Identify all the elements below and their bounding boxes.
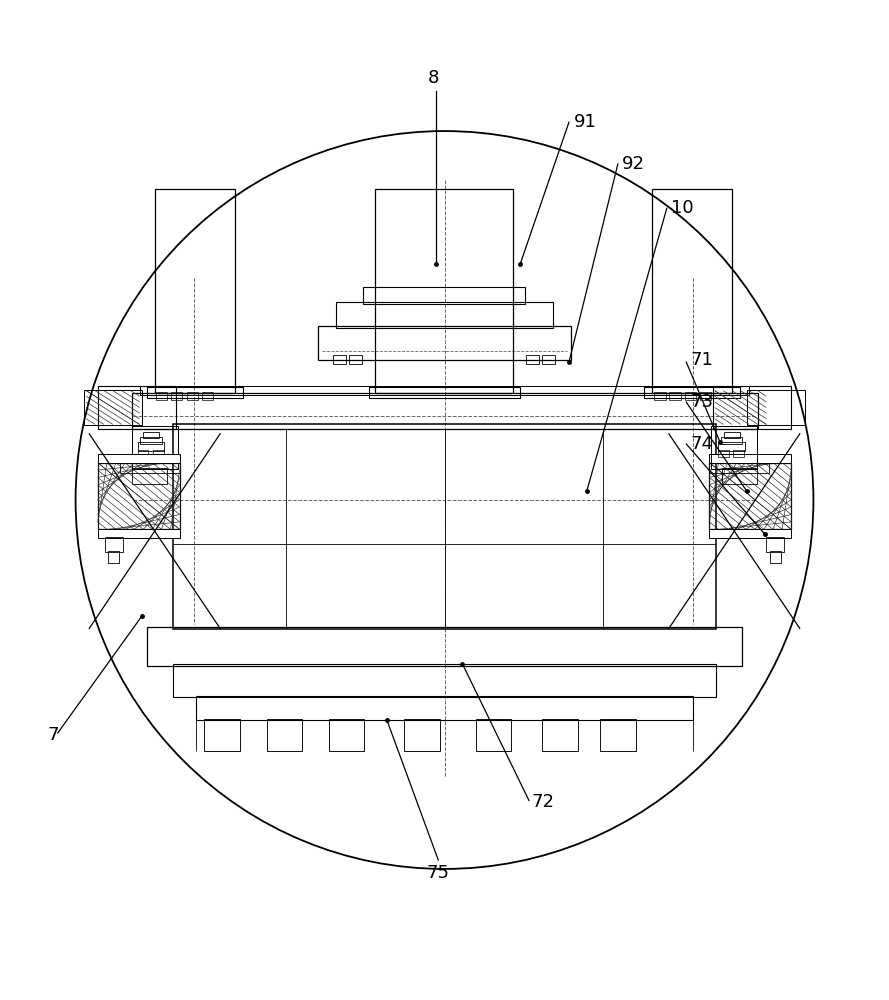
Bar [375,189,513,393]
Text: 75: 75 [427,864,450,882]
Text: 10: 10 [671,199,693,217]
Bar [733,450,744,457]
Bar [120,463,180,473]
Bar [98,386,176,429]
Text: 71: 71 [691,351,714,369]
Bar [156,392,167,400]
Bar [644,387,740,398]
Bar [98,454,180,463]
Bar [267,719,302,751]
Text: 8: 8 [428,69,438,87]
Bar [404,719,440,751]
Bar [138,450,148,457]
Bar [143,432,159,438]
Bar [105,537,123,552]
Bar [318,326,571,360]
Bar [140,437,162,444]
Bar [709,454,791,463]
Bar [171,392,182,400]
Bar [721,437,742,444]
Bar [476,719,511,751]
Bar [363,287,525,304]
Bar [652,189,732,393]
Bar [196,696,693,720]
Bar [766,537,784,552]
Bar [724,432,740,438]
Bar [709,463,769,473]
Bar [138,442,164,451]
Bar [718,442,745,451]
Bar [333,355,346,364]
Bar [542,719,578,751]
Bar [147,627,742,666]
Bar [718,450,729,457]
Bar [98,529,180,538]
Bar [329,719,364,751]
Text: 72: 72 [532,793,555,811]
Bar [202,392,213,400]
Bar [132,393,758,429]
Bar [600,719,636,751]
Bar [669,392,681,400]
Bar [132,468,167,484]
Bar [204,719,240,751]
Bar [542,355,555,364]
Bar [711,426,757,469]
Bar [336,302,553,328]
Text: 91: 91 [573,113,597,131]
Bar [147,387,243,398]
Bar [700,392,711,400]
Bar [155,189,235,393]
Bar [132,426,178,469]
Text: 7: 7 [48,726,59,744]
Bar [187,392,198,400]
Bar [173,664,716,697]
Bar [654,392,666,400]
Bar [709,463,791,529]
Bar [713,386,791,429]
Bar [98,463,180,529]
Text: 92: 92 [622,155,645,173]
Text: 73: 73 [691,393,714,411]
Bar [140,386,749,395]
Bar [108,551,119,563]
Bar [173,424,716,629]
Bar [747,390,805,425]
Bar [685,392,696,400]
Bar [153,450,164,457]
Text: 74: 74 [691,435,714,453]
Bar [770,551,781,563]
Bar [722,468,757,484]
Bar [349,355,362,364]
Bar [709,529,791,538]
Bar [369,387,520,398]
Bar [526,355,539,364]
Bar [84,390,142,425]
